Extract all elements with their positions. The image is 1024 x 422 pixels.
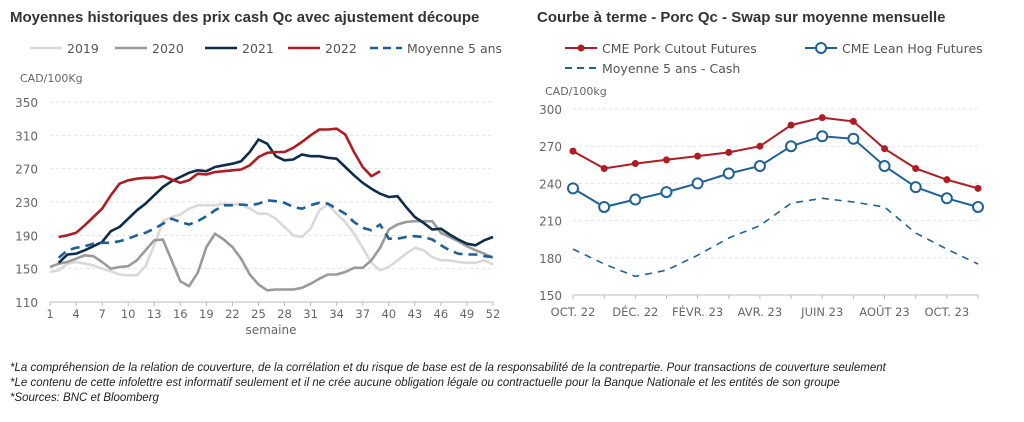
x-tick-label: 25 xyxy=(251,307,266,321)
footnotes: *La compréhension de la relation de couv… xyxy=(10,361,886,406)
data-point-cme-lean-hog-futures xyxy=(722,167,735,180)
series-line-2020 xyxy=(49,219,494,292)
x-tick-label: AVR. 23 xyxy=(738,305,783,319)
data-point-cme-pork-cutout-futures xyxy=(943,176,951,184)
data-point-cme-pork-cutout-futures xyxy=(787,121,795,129)
y-tick-label: 350 xyxy=(15,96,38,110)
legend-label: 2020 xyxy=(152,41,184,56)
x-tick-label: DÉC. 22 xyxy=(612,304,658,319)
legend-label: Moyenne 5 ans - Cash xyxy=(602,61,740,76)
data-point-cme-pork-cutout-futures xyxy=(694,152,702,160)
data-point-cme-pork-cutout-futures xyxy=(881,145,889,153)
x-tick-label: 16 xyxy=(173,307,188,321)
x-tick-label: 43 xyxy=(408,307,423,321)
y-axis-label: CAD/100Kg xyxy=(20,72,83,85)
x-tick-label: 22 xyxy=(225,307,240,321)
data-point-cme-pork-cutout-futures xyxy=(756,142,764,150)
y-tick-label: 300 xyxy=(539,103,562,117)
data-point-cme-pork-cutout-futures xyxy=(725,148,733,156)
y-axis-label: CAD/100kg xyxy=(545,85,607,98)
data-point-cme-lean-hog-futures xyxy=(629,193,642,206)
legend-label: Moyenne 5 ans xyxy=(407,41,502,56)
x-tick-label: AOÛT 23 xyxy=(859,304,909,319)
data-point-cme-lean-hog-futures xyxy=(785,140,798,153)
data-point-cme-pork-cutout-futures xyxy=(600,165,608,173)
data-point-cme-lean-hog-futures xyxy=(598,200,611,213)
legend-label: 2019 xyxy=(67,41,99,56)
x-tick-label: 10 xyxy=(121,307,136,321)
legend-label: CME Pork Cutout Futures xyxy=(602,41,757,56)
x-tick-label: FÉVR. 23 xyxy=(672,304,723,319)
x-axis-label: semaine xyxy=(246,323,297,337)
x-tick-label: OCT. 22 xyxy=(551,305,596,319)
data-point-cme-lean-hog-futures xyxy=(909,181,922,194)
x-tick-label: JUIN 23 xyxy=(800,305,843,319)
series-line-2019 xyxy=(49,202,494,277)
x-tick-label: 19 xyxy=(199,307,214,321)
x-tick-label: 52 xyxy=(486,307,501,321)
y-tick-label: 310 xyxy=(15,129,38,143)
legend-label: CME Lean Hog Futures xyxy=(842,41,983,56)
data-point-cme-pork-cutout-futures xyxy=(818,114,826,122)
legend-marker xyxy=(577,44,585,52)
series-line-cme-pork-cutout-futures xyxy=(572,116,979,190)
y-tick-label: 210 xyxy=(539,215,562,229)
data-point-cme-pork-cutout-futures xyxy=(569,147,577,155)
x-tick-label: 7 xyxy=(98,307,105,321)
y-tick-label: 240 xyxy=(539,177,562,191)
y-tick-label: 150 xyxy=(15,263,38,277)
x-tick-label: 4 xyxy=(72,307,79,321)
y-tick-label: 190 xyxy=(15,229,38,243)
data-point-cme-pork-cutout-futures xyxy=(631,160,639,168)
x-tick-label: 40 xyxy=(381,307,396,321)
x-tick-label: 37 xyxy=(355,307,370,321)
data-point-cme-lean-hog-futures xyxy=(567,182,579,195)
footnote-hedging: *La compréhension de la relation de couv… xyxy=(10,362,886,374)
data-point-cme-lean-hog-futures xyxy=(691,177,704,190)
charts-canvas: 110 150 190 230 270 310 350 1 4 7 10 13 16 19 22 25 28 31… xyxy=(15,41,984,337)
data-point-cme-pork-cutout-futures xyxy=(974,184,982,192)
x-tick-label: 49 xyxy=(460,307,475,321)
y-tick-label: 270 xyxy=(539,140,562,154)
y-tick-label: 180 xyxy=(539,252,562,266)
data-point-cme-pork-cutout-futures xyxy=(849,117,857,125)
y-tick-label: 230 xyxy=(15,196,38,210)
x-tick-label: 31 xyxy=(303,307,318,321)
x-tick-label: 1 xyxy=(46,307,53,321)
data-point-cme-lean-hog-futures xyxy=(878,160,891,173)
legend-label: 2021 xyxy=(242,41,274,56)
left-chart-title: Moyennes historiques des prix cash Qc av… xyxy=(10,9,480,26)
x-tick-label: OCT. 23 xyxy=(925,305,970,319)
x-tick-label: 46 xyxy=(434,307,449,321)
series-line-moyenne-5-ans-cash xyxy=(572,197,979,278)
data-point-cme-lean-hog-futures xyxy=(972,200,984,213)
y-tick-label: 270 xyxy=(15,163,38,177)
legend-marker xyxy=(815,42,827,54)
data-point-cme-lean-hog-futures xyxy=(660,186,673,199)
footnote-sources: *Sources: BNC et Bloomberg xyxy=(10,392,159,404)
series-line-moyenne-5-ans xyxy=(57,199,494,259)
data-point-cme-lean-hog-futures xyxy=(940,192,953,205)
data-point-cme-pork-cutout-futures xyxy=(662,156,670,164)
data-point-cme-pork-cutout-futures xyxy=(912,165,920,173)
y-tick-label: 150 xyxy=(539,289,562,303)
x-tick-label: 13 xyxy=(147,307,162,321)
x-tick-label: 34 xyxy=(329,307,344,321)
footnote-disclaimer: *Le contenu de cette infolettre est info… xyxy=(10,377,840,389)
x-tick-label: 28 xyxy=(277,307,292,321)
data-point-cme-lean-hog-futures xyxy=(847,132,860,145)
series-line-2021 xyxy=(57,138,494,264)
legend-label: 2022 xyxy=(325,41,357,56)
right-chart-title: Courbe à terme - Porc Qc - Swap sur moye… xyxy=(537,9,946,26)
data-point-cme-lean-hog-futures xyxy=(753,160,766,173)
data-point-cme-lean-hog-futures xyxy=(816,130,829,143)
y-tick-label: 110 xyxy=(15,296,38,310)
series-line-2022 xyxy=(58,127,381,239)
